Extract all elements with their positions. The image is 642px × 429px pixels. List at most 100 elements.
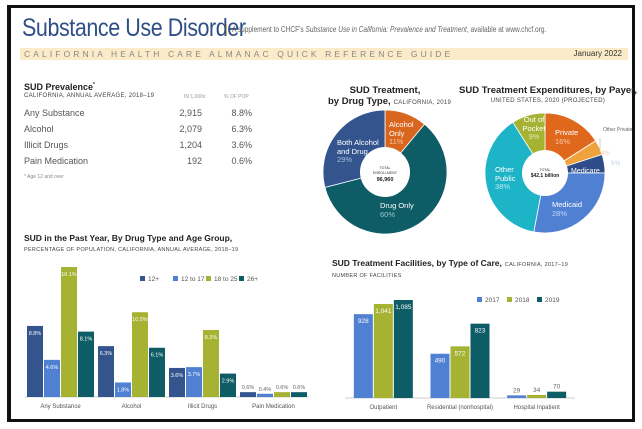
legend-swatch-12-to-17	[173, 276, 178, 281]
bar-value-label: 10.5%	[132, 317, 148, 323]
bar-value-label: 1,085	[395, 304, 412, 311]
donut1-center-label-2: ENROLLMENT	[373, 171, 398, 175]
slice-pct-both: 29%	[337, 155, 353, 164]
legend-label-2019: 2019	[545, 297, 560, 304]
prevalence-table: SUD Prevalence* CALIFORNIA, ANNUAL AVERA…	[24, 82, 254, 180]
legend-swatch-2017	[477, 297, 482, 302]
legend-swatch-26	[239, 276, 244, 281]
drug-type-title: SUD Treatment,	[350, 85, 421, 96]
row-number: 2,079	[179, 124, 202, 134]
guide-banner: CALIFORNIA HEALTH CARE ALMANAC QUICK REF…	[20, 48, 628, 60]
bar-any-substance-26	[78, 331, 94, 397]
title-divider	[226, 24, 227, 36]
slice-pct-out-of-pocket: 9%	[528, 132, 540, 141]
bar-value-label: 928	[358, 318, 369, 325]
slice-label-text: Drug Only	[380, 201, 414, 210]
guide-title: CALIFORNIA HEALTH CARE ALMANAC QUICK REF…	[24, 49, 454, 59]
bar-value-label: 16.1%	[61, 272, 77, 278]
slice-label-text: Other Public	[495, 165, 516, 183]
bar-outpatient-2018	[373, 303, 393, 398]
bar-value-label: 6.1%	[151, 353, 164, 359]
bar-value-label: 0.6%	[276, 385, 289, 391]
bar-residential-nonhospital-2019	[470, 323, 490, 398]
category-label-hospital-inpatient: Hospital Inpatient	[513, 405, 560, 411]
drug-type-subtitle: CALIFORNIA, 2019	[394, 100, 452, 106]
row-pct: 6.3%	[231, 124, 252, 134]
table-row: Pain Medication 192 0.6%	[24, 156, 254, 170]
bar-value-label: 490	[435, 358, 446, 365]
bar-value-label: 8.3%	[205, 335, 218, 341]
bar-value-label: 1,041	[375, 308, 392, 315]
slice-label-private: Private 16%	[555, 128, 589, 146]
bar-outpatient-2019	[393, 300, 413, 398]
payer-subtitle: UNITED STATES, 2020 (PROJECTED)	[491, 98, 605, 104]
table-row: Alcohol 2,079 6.3%	[24, 124, 254, 138]
category-label-illicit-drugs: Illicit Drugs	[188, 404, 217, 410]
bar-alcohol-12	[98, 346, 114, 397]
age-chart-title: SUD in the Past Year, By Drug Type and A…	[24, 233, 232, 243]
donut1-center-value: 96,960	[377, 177, 394, 183]
supplement-report-link[interactable]: Substance Use in California: Prevalence …	[305, 25, 467, 34]
bar-pain-medication-18-to-25	[274, 392, 290, 397]
slice-pct-medicare: 5%	[611, 160, 621, 167]
row-pct: 3.6%	[231, 140, 252, 150]
donut2-center-label: TOTAL	[540, 168, 551, 172]
bar-value-label: 1.8%	[117, 387, 130, 393]
slice-label-drug-only: Drug Only 60%	[380, 201, 430, 219]
row-label: Alcohol	[24, 124, 54, 134]
row-label: Pain Medication	[24, 156, 89, 166]
legend-label-2017: 2017	[485, 297, 500, 304]
legend-swatch-2018	[507, 297, 512, 302]
bar-hospital-inpatient-2018	[527, 394, 547, 398]
donut-hole	[360, 147, 410, 197]
supplement-note: A supplement to CHCF's Substance Use in …	[232, 25, 546, 34]
footnote-mark: *	[93, 82, 95, 88]
slice-label-text: Private	[555, 128, 579, 137]
legend-swatch-12	[140, 276, 145, 281]
donut1-center-label: TOTAL	[380, 166, 391, 170]
legend-label-18-to-25: 18 to 25	[214, 276, 238, 283]
legend-label-12: 12+	[148, 276, 159, 283]
bar-illicit-drugs-12	[169, 367, 185, 397]
legend-swatch-18-to-25	[206, 276, 211, 281]
bar-alcohol-26	[149, 347, 165, 397]
bar-value-label: 4.6%	[46, 365, 59, 371]
slice-pct-alcohol-only: 11%	[389, 137, 404, 146]
row-number: 2,915	[179, 108, 202, 118]
bar-pain-medication-12	[240, 392, 256, 397]
slice-label-out-of-pocket: Out of Pocket 9%	[520, 115, 548, 142]
row-pct: 8.8%	[231, 108, 252, 118]
slice-label-medicare: Medicare	[571, 168, 600, 175]
category-label-any-substance: Any Substance	[40, 404, 81, 410]
bar-alcohol-18-to-25	[132, 312, 148, 397]
bar-outpatient-2017	[353, 314, 373, 398]
supplement-suffix: , available at www.chcf.org.	[466, 25, 547, 34]
slice-pct-private: 16%	[555, 136, 571, 146]
row-label: Any Substance	[24, 108, 85, 118]
category-label-outpatient: Outpatient	[369, 405, 397, 411]
bar-pain-medication-12-to-17	[257, 393, 273, 397]
facilities-subtitle: NUMBER OF FACILITIES	[332, 273, 402, 279]
slice-pct-other-private: 4%	[601, 151, 610, 157]
category-label-pain-medication: Pain Medication	[252, 404, 295, 410]
legend-label-2018: 2018	[515, 297, 530, 304]
publication-date: January 2022	[573, 49, 622, 58]
legend-swatch-2019	[537, 297, 542, 302]
age-bar-chart: 8.8% 4.6% 16.1% 8.1% Any Substance 6.3% 1.8% 10…	[25, 267, 309, 410]
category-label-residential-nonhospital: Residential (nonhospital)	[427, 405, 493, 411]
slice-label-text: Out of Pocket	[522, 115, 546, 133]
legend-label-12-to-17: 12 to 17	[181, 276, 205, 283]
slice-label-text: Medicaid	[552, 200, 583, 209]
table-row: Illicit Drugs 1,204 3.6%	[24, 140, 254, 154]
row-number: 192	[186, 156, 202, 166]
slice-label-medicaid: Medicaid 28%	[552, 200, 592, 218]
bar-value-label: 29	[513, 387, 521, 394]
row-number: 1,204	[179, 140, 202, 150]
bar-residential-nonhospital-2018	[450, 346, 470, 398]
bar-alcohol-12-to-17	[115, 382, 131, 397]
prevalence-subtitle: CALIFORNIA, ANNUAL AVERAGE, 2018–19	[24, 93, 155, 99]
slice-label-alcohol-only: Alcohol Only 11%	[389, 120, 419, 147]
bar-pain-medication-26	[291, 392, 307, 397]
column-header-number: IN 1,000s	[184, 94, 206, 100]
